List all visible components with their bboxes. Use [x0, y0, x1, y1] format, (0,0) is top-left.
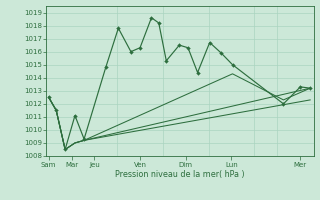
X-axis label: Pression niveau de la mer( hPa ): Pression niveau de la mer( hPa ) [115, 170, 245, 179]
